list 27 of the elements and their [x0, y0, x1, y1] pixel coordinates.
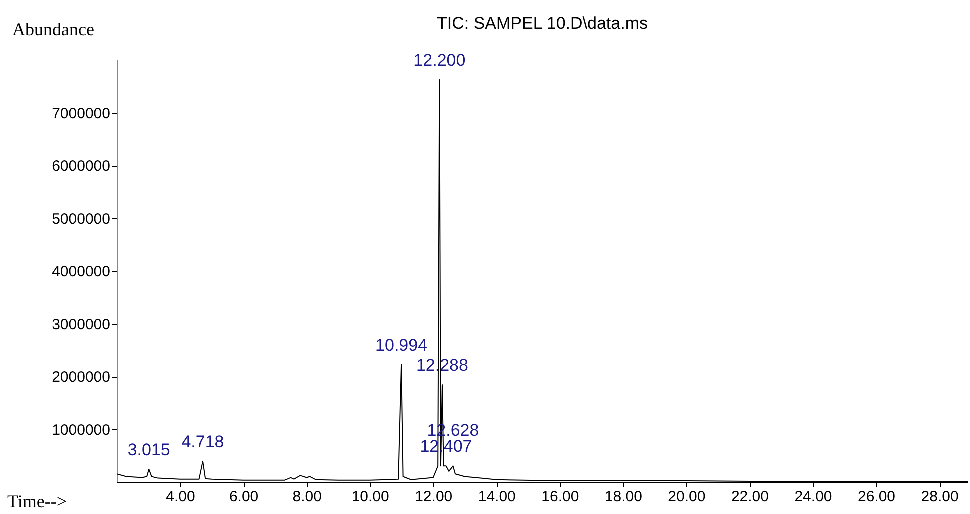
x-axis-title: Time-->	[8, 492, 67, 512]
y-tick-label: 5000000	[52, 210, 110, 228]
annotation: 10.994	[376, 336, 428, 355]
x-tick-label: 22.00	[731, 488, 769, 506]
x-tick-label: 18.00	[604, 488, 642, 506]
chart-title: TIC: SAMPEL 10.D\data.ms	[437, 14, 648, 33]
y-axis-title: Abundance	[12, 20, 94, 40]
x-tick-label: 16.00	[542, 488, 580, 506]
x-tick-label: 20.00	[668, 488, 706, 506]
x-tick-label: 24.00	[794, 488, 832, 506]
annotation: 12.200	[414, 51, 466, 70]
x-tick-label: 14.00	[478, 488, 516, 506]
y-tick-label: 1000000	[52, 422, 110, 439]
x-tick-label: 8.00	[292, 488, 322, 506]
x-tick-label: 4.00	[166, 488, 196, 506]
y-tick-label: 6000000	[52, 158, 110, 175]
y-tick-label: 2000000	[52, 369, 110, 386]
annotation: 3.015	[128, 440, 170, 460]
x-tick-label: 10.00	[352, 488, 390, 506]
x-tick-label: 6.00	[229, 488, 259, 506]
x-tick-label: 26.00	[858, 488, 896, 506]
x-tick-label: 12.00	[415, 488, 453, 506]
x-tick-label: 28.00	[921, 488, 959, 506]
y-tick-label: 4000000	[52, 264, 110, 280]
y-tick-label: 3000000	[52, 316, 110, 334]
y-tick-label: 7000000	[52, 105, 110, 122]
annotation: 4.718	[182, 432, 224, 452]
